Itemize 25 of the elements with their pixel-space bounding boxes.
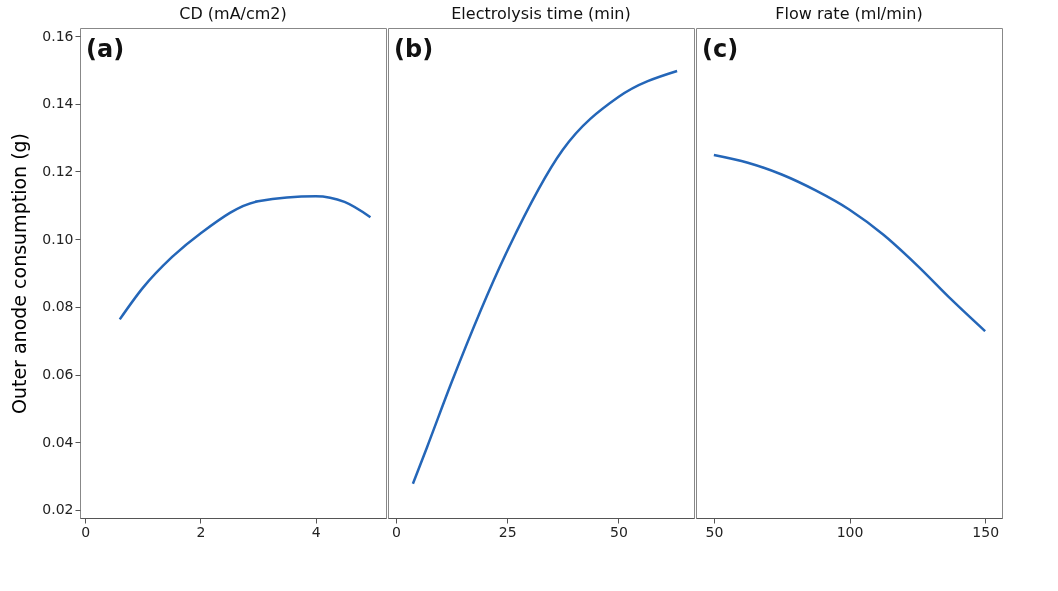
chart-title: Electrolysis time (min) — [451, 4, 631, 23]
annotation: (c) — [702, 35, 739, 63]
y-tick-label: 0.10 — [42, 230, 74, 247]
annotation: (b) — [394, 35, 434, 63]
line-series — [118, 194, 372, 321]
y-tick-label: 0.02 — [42, 501, 74, 518]
y-tick-label: 0.14 — [42, 95, 74, 112]
y-tick-label: 0.08 — [42, 298, 74, 315]
x-tick-label: 100 — [836, 523, 864, 540]
annotation: (a) — [86, 35, 125, 63]
chart-title: Flow rate (ml/min) — [775, 4, 923, 23]
y-tick-label: 0.12 — [42, 162, 74, 179]
y-tick-label: 0.06 — [42, 366, 74, 383]
x-tick-label: 2 — [196, 523, 206, 540]
y-tick-label: 0.04 — [42, 433, 74, 450]
x-tick-label: 50 — [609, 523, 628, 540]
y-tick-label: 0.16 — [42, 27, 74, 44]
x-tick-label: 0 — [81, 523, 91, 540]
chart-title: CD (mA/cm2) — [179, 4, 287, 23]
x-tick-label: 0 — [392, 523, 401, 540]
y-axis-title: Outer anode consumption (g) — [8, 132, 31, 415]
x-tick-label: 150 — [972, 523, 1000, 540]
x-tick-label: 25 — [498, 523, 517, 540]
x-tick-label: 4 — [311, 523, 321, 540]
x-tick-label: 50 — [705, 523, 724, 540]
